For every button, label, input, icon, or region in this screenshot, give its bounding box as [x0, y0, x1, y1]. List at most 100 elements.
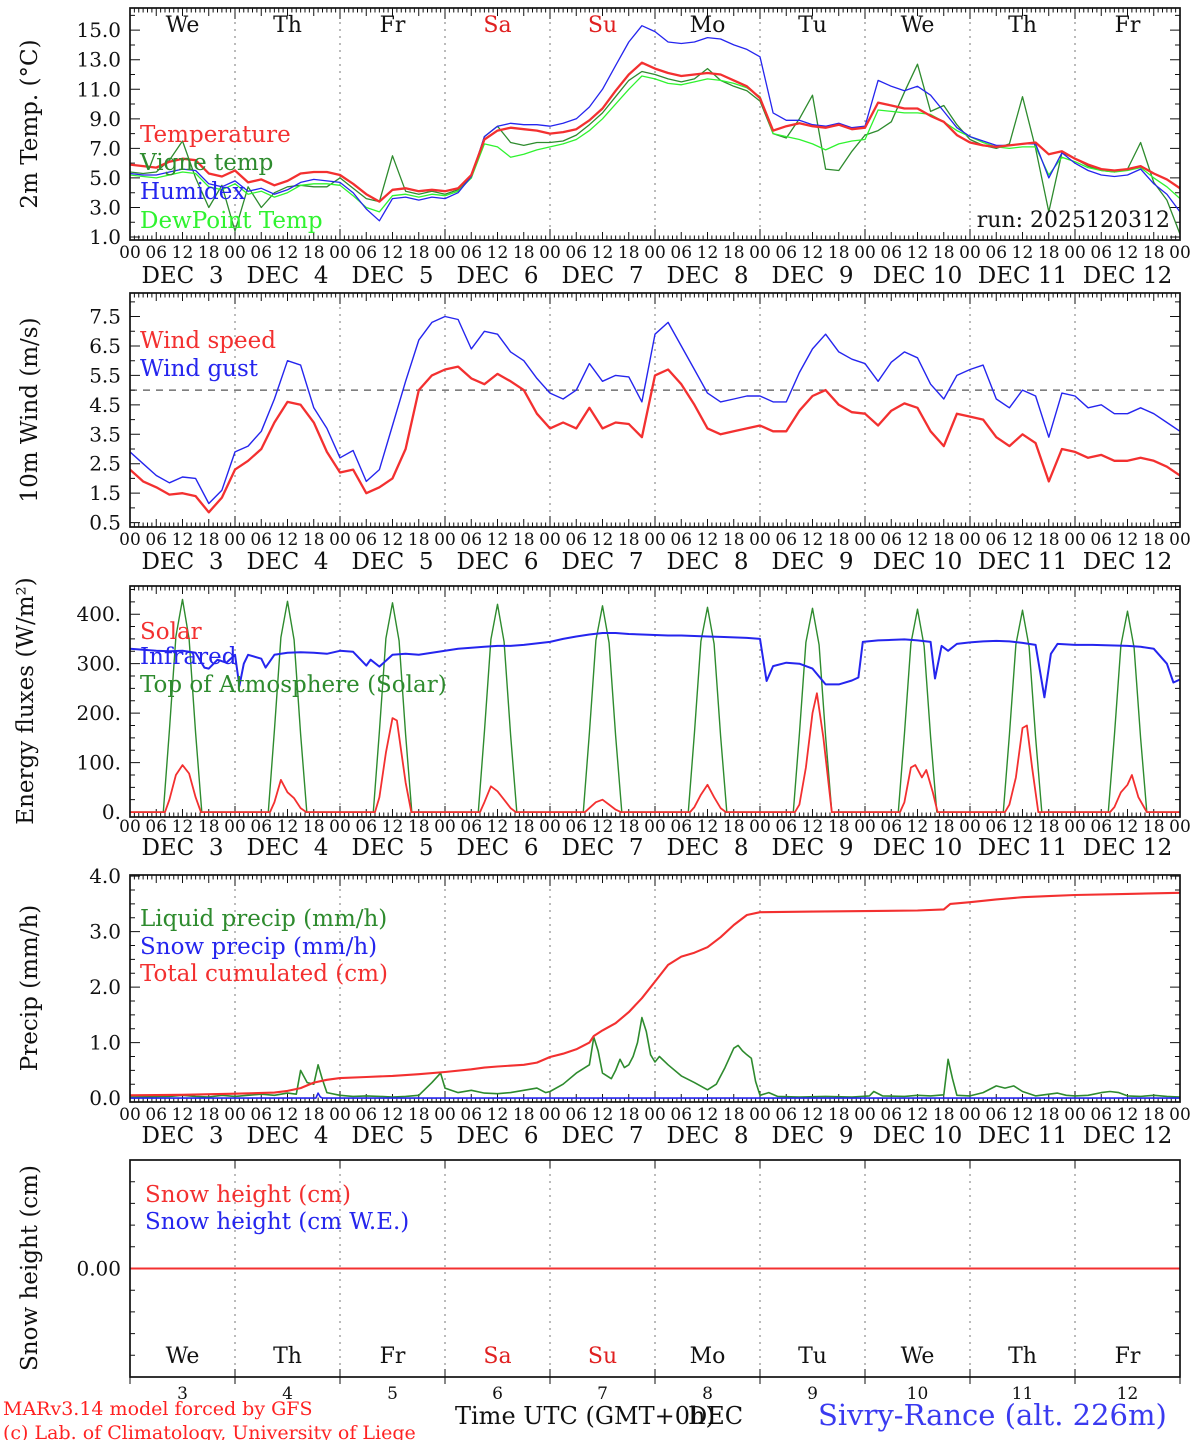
svg-text:12: 12 [697, 1105, 719, 1125]
svg-text:00: 00 [119, 817, 141, 837]
svg-text:DEC 7: DEC 7 [561, 549, 643, 575]
svg-text:06: 06 [670, 817, 692, 837]
x-axis-title: Time UTC (GMT+0h) [455, 1402, 715, 1430]
svg-text:00: 00 [749, 817, 771, 837]
svg-text:00: 00 [539, 817, 561, 837]
svg-text:Sa: Sa [483, 13, 511, 38]
svg-text:12: 12 [1117, 243, 1139, 263]
svg-text:DEC 9: DEC 9 [771, 549, 853, 575]
svg-text:3.0: 3.0 [89, 195, 121, 219]
svg-text:00: 00 [644, 1105, 666, 1125]
legend-total-cumulated: Total cumulated (cm) [140, 961, 388, 987]
svg-text:10: 10 [907, 1384, 929, 1404]
svg-text:DEC 6: DEC 6 [456, 835, 538, 861]
svg-text:06: 06 [565, 817, 587, 837]
legend-wind-gust: Wind gust [140, 356, 259, 382]
svg-text:100.: 100. [76, 751, 121, 775]
svg-text:DEC 11: DEC 11 [978, 1123, 1067, 1149]
svg-text:18: 18 [408, 243, 430, 263]
svg-text:18: 18 [513, 530, 535, 550]
svg-text:18: 18 [933, 817, 955, 837]
svg-text:12: 12 [802, 530, 824, 550]
svg-text:12: 12 [487, 1105, 509, 1125]
svg-text:00: 00 [1064, 243, 1086, 263]
svg-text:00: 00 [329, 817, 351, 837]
svg-text:DEC 3: DEC 3 [141, 263, 223, 289]
svg-text:18: 18 [408, 817, 430, 837]
svg-text:200.: 200. [76, 701, 121, 725]
svg-text:DEC 12: DEC 12 [1083, 549, 1172, 575]
svg-text:00: 00 [539, 243, 561, 263]
svg-text:12: 12 [1117, 1384, 1139, 1404]
liquid-precip-line [130, 1016, 1180, 1098]
svg-text:00: 00 [539, 1105, 561, 1125]
svg-text:00: 00 [1064, 530, 1086, 550]
svg-text:Fr: Fr [1115, 13, 1141, 38]
svg-text:00: 00 [224, 1105, 246, 1125]
svg-text:Su: Su [588, 1344, 617, 1369]
svg-text:06: 06 [880, 243, 902, 263]
svg-text:12: 12 [907, 1105, 929, 1125]
svg-text:12: 12 [907, 817, 929, 837]
legend-wind-speed: Wind speed [140, 328, 276, 354]
svg-text:DEC 7: DEC 7 [561, 1123, 643, 1149]
svg-text:Fr: Fr [380, 1344, 406, 1369]
svg-text:18: 18 [513, 1105, 535, 1125]
svg-text:DEC 8: DEC 8 [666, 263, 748, 289]
svg-text:00: 00 [434, 243, 456, 263]
svg-text:13.0: 13.0 [76, 48, 121, 72]
svg-text:12: 12 [697, 243, 719, 263]
svg-text:DEC 10: DEC 10 [873, 263, 962, 289]
svg-text:18: 18 [1143, 530, 1165, 550]
svg-text:18: 18 [303, 817, 325, 837]
svg-text:00: 00 [644, 530, 666, 550]
svg-text:06: 06 [1090, 817, 1112, 837]
svg-text:06: 06 [250, 817, 272, 837]
svg-text:06: 06 [775, 817, 797, 837]
svg-text:06: 06 [670, 530, 692, 550]
svg-text:DEC 12: DEC 12 [1083, 835, 1172, 861]
svg-text:400.: 400. [76, 602, 121, 626]
svg-text:00: 00 [1064, 1105, 1086, 1125]
svg-text:12: 12 [382, 243, 404, 263]
svg-text:12: 12 [487, 817, 509, 837]
svg-text:18: 18 [513, 817, 535, 837]
svg-text:DEC 7: DEC 7 [561, 835, 643, 861]
svg-text:18: 18 [198, 1105, 220, 1125]
svg-text:00: 00 [434, 817, 456, 837]
legend-dewpoint: DewPoint Temp [140, 208, 323, 234]
svg-text:7.5: 7.5 [89, 305, 121, 329]
svg-text:18: 18 [933, 243, 955, 263]
svg-text:18: 18 [1143, 243, 1165, 263]
svg-text:DEC 7: DEC 7 [561, 263, 643, 289]
svg-text:12: 12 [172, 243, 194, 263]
svg-text:06: 06 [355, 243, 377, 263]
svg-text:DEC 8: DEC 8 [666, 1123, 748, 1149]
svg-text:00: 00 [959, 817, 981, 837]
svg-text:00: 00 [224, 530, 246, 550]
svg-text:06: 06 [985, 1105, 1007, 1125]
svg-text:Th: Th [1008, 13, 1037, 38]
svg-text:18: 18 [303, 1105, 325, 1125]
temperature-line [130, 61, 1180, 203]
svg-text:DEC 4: DEC 4 [246, 263, 328, 289]
svg-text:00: 00 [854, 530, 876, 550]
svg-text:00: 00 [959, 530, 981, 550]
svg-text:Th: Th [273, 13, 302, 38]
svg-text:00: 00 [434, 1105, 456, 1125]
svg-text:06: 06 [775, 530, 797, 550]
svg-text:18: 18 [1038, 530, 1060, 550]
svg-text:18: 18 [1143, 817, 1165, 837]
svg-text:18: 18 [828, 530, 850, 550]
month-label: DEC [688, 1402, 744, 1430]
svg-text:12: 12 [382, 530, 404, 550]
svg-text:7.0: 7.0 [89, 136, 121, 160]
legend-snow-height: Snow height (cm) [145, 1182, 351, 1208]
svg-text:12: 12 [592, 1105, 614, 1125]
legend-vigne-temp: Vigne temp [140, 150, 274, 176]
svg-text:12: 12 [1012, 530, 1034, 550]
svg-text:06: 06 [460, 530, 482, 550]
svg-text:15.0: 15.0 [76, 18, 121, 42]
svg-text:0.: 0. [102, 800, 121, 824]
